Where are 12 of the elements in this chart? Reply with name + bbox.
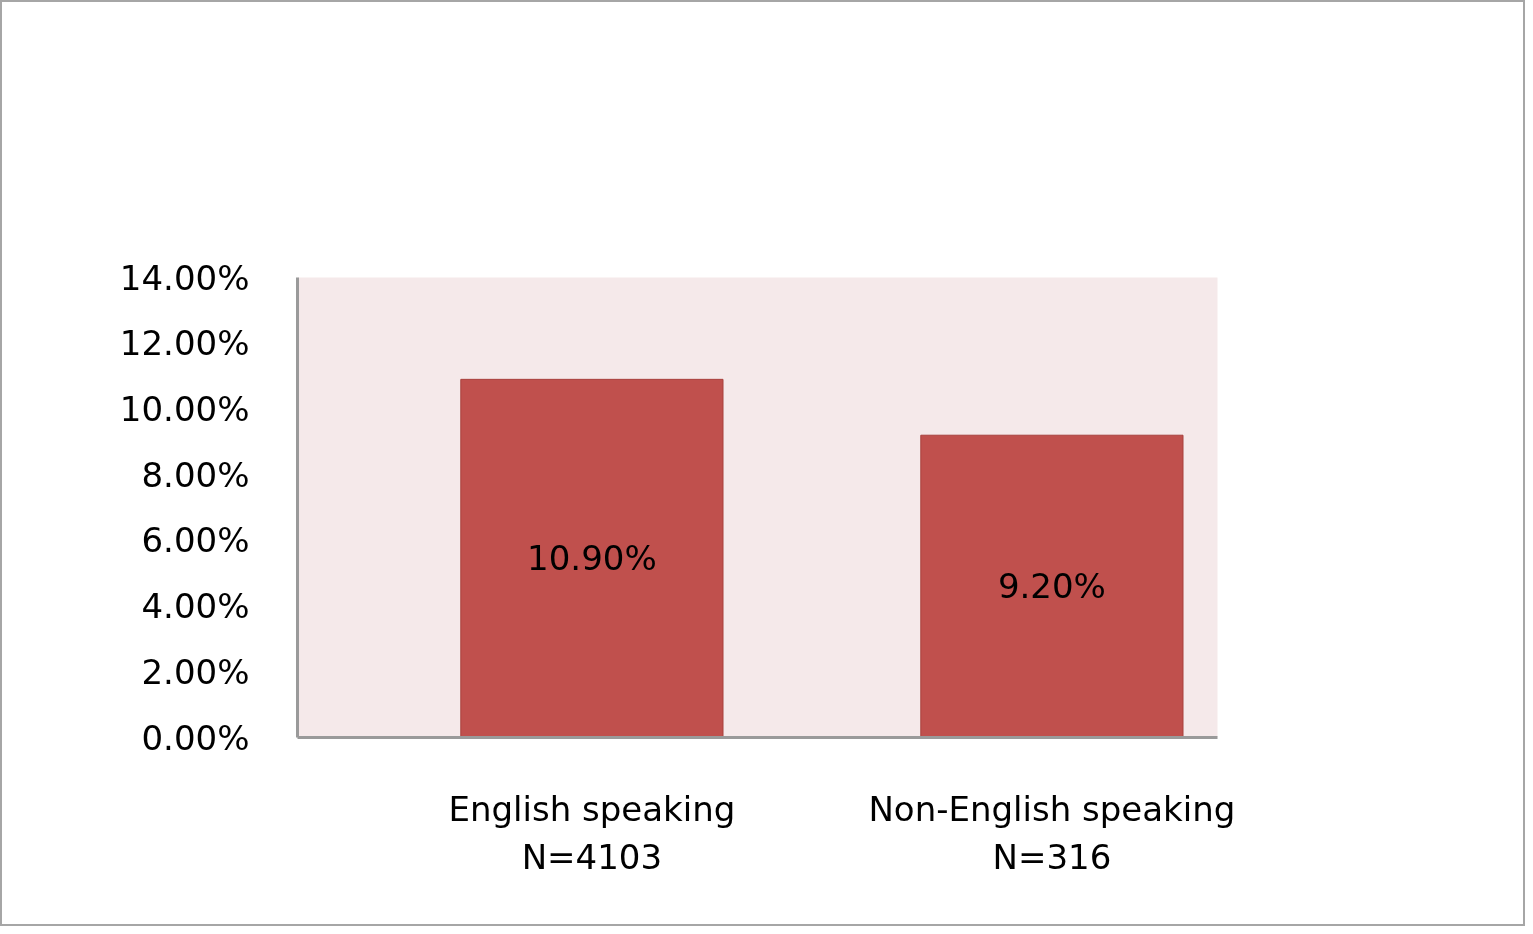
y-tick-label: 12.00% bbox=[119, 323, 250, 364]
x-tick-label: Non-English speaking N=316 bbox=[868, 788, 1236, 877]
text: 9.20% bbox=[997, 566, 1106, 607]
y-tick-label: 0.00% bbox=[141, 717, 250, 758]
y-tick-label: 4.00% bbox=[141, 586, 250, 627]
y-tick-label: 8.00% bbox=[141, 454, 250, 495]
x-tick-label: English speaking N=4103 bbox=[448, 788, 736, 877]
y-tick-label: 10.00% bbox=[119, 388, 250, 429]
y-tick-label: 2.00% bbox=[141, 651, 250, 692]
y-tick-label: 14.00% bbox=[119, 257, 250, 298]
text: 10.90% bbox=[527, 538, 657, 579]
y-tick-label: 6.00% bbox=[141, 520, 250, 561]
